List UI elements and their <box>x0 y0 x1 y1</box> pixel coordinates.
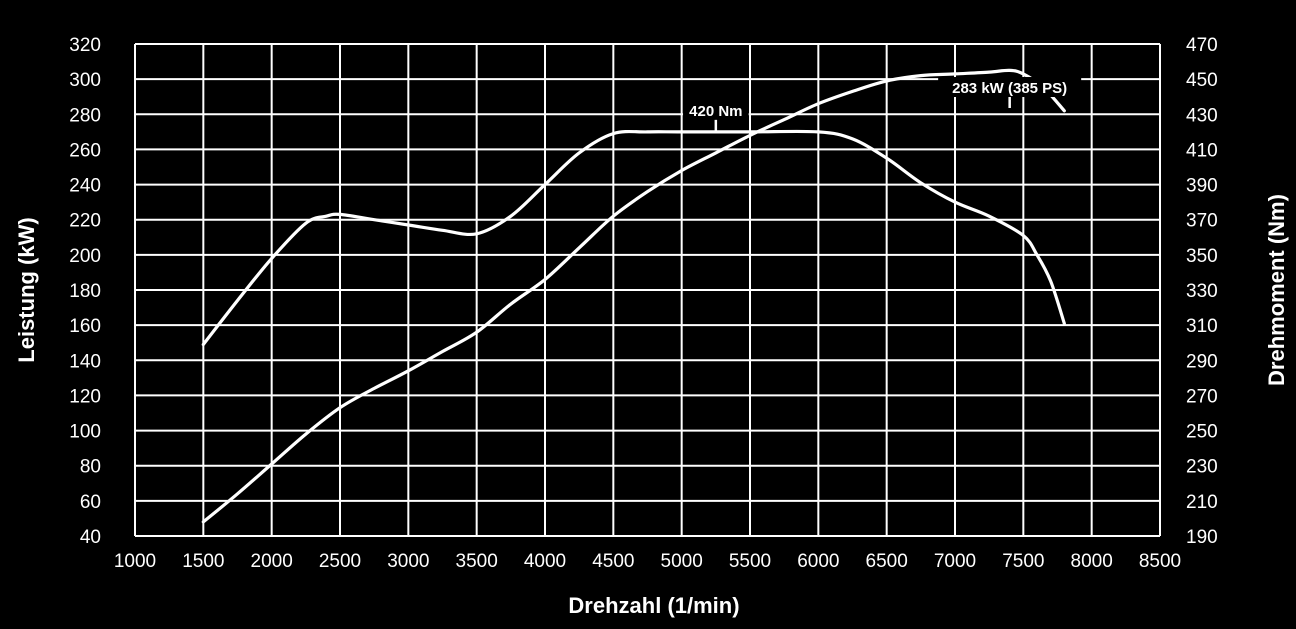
x-tick-label: 1000 <box>114 551 156 572</box>
x-axis-title: Drehzahl (1/min) <box>568 593 739 618</box>
y-axis-right-title: Drehmoment (Nm) <box>1264 194 1289 386</box>
y-left-tick-label: 320 <box>69 35 101 56</box>
y-left-tick-label: 60 <box>80 492 101 513</box>
y-right-tick-label: 310 <box>1186 316 1218 337</box>
x-tick-label: 8000 <box>1071 551 1113 572</box>
y-left-tick-label: 80 <box>80 457 101 478</box>
x-tick-label: 1500 <box>182 551 224 572</box>
x-tick-label: 7000 <box>934 551 976 572</box>
y-right-tick-label: 470 <box>1186 35 1218 56</box>
y-left-tick-label: 240 <box>69 176 101 197</box>
x-tick-label: 2500 <box>319 551 361 572</box>
y-right-tick-label: 210 <box>1186 492 1218 513</box>
y-left-tick-label: 120 <box>69 386 101 407</box>
grid <box>134 43 1161 537</box>
y-left-tick-label: 300 <box>69 70 101 91</box>
y-right-tick-label: 410 <box>1186 140 1218 161</box>
x-tick-label: 5000 <box>661 551 703 572</box>
y-right-tick-label: 250 <box>1186 422 1218 443</box>
y-right-tick-label: 430 <box>1186 105 1218 126</box>
y-axis-right-ticks: 190 210 230 250 270 290 310 330 350 370 390 410 430 4… <box>1186 35 1218 548</box>
x-tick-label: 8500 <box>1139 551 1181 572</box>
x-tick-label: 3000 <box>387 551 429 572</box>
y-right-tick-label: 450 <box>1186 70 1218 91</box>
y-right-tick-label: 190 <box>1186 527 1218 548</box>
y-right-tick-label: 390 <box>1186 176 1218 197</box>
annotation-background <box>683 99 749 120</box>
x-tick-label: 6500 <box>866 551 908 572</box>
y-left-tick-label: 280 <box>69 105 101 126</box>
y-left-tick-label: 140 <box>69 351 101 372</box>
y-right-tick-label: 270 <box>1186 386 1218 407</box>
y-right-tick-label: 330 <box>1186 281 1218 302</box>
y-right-tick-label: 370 <box>1186 211 1218 232</box>
annotation-background <box>938 77 1082 98</box>
x-tick-label: 4500 <box>592 551 634 572</box>
x-axis-ticks: 1000 1500 2000 2500 3000 3500 4000 4500 5000 5500… <box>114 551 1181 572</box>
x-tick-label: 4000 <box>524 551 566 572</box>
y-left-tick-label: 200 <box>69 246 101 267</box>
y-axis-left-title: Leistung (kW) <box>14 217 39 362</box>
y-right-tick-label: 350 <box>1186 246 1218 267</box>
y-right-tick-label: 230 <box>1186 457 1218 478</box>
x-tick-label: 5500 <box>729 551 771 572</box>
y-axis-left-ticks: 40 60 80 100 120 140 160 180 200 220 240 260 280 300 3… <box>69 35 101 548</box>
y-left-tick-label: 220 <box>69 211 101 232</box>
y-left-tick-label: 160 <box>69 316 101 337</box>
x-tick-label: 3500 <box>456 551 498 572</box>
y-left-tick-label: 100 <box>69 422 101 443</box>
annotation-label: 283 kW (385 PS) <box>952 80 1067 97</box>
annotations: 420 Nm 283 kW (385 PS) <box>683 77 1082 131</box>
x-tick-label: 6000 <box>797 551 839 572</box>
y-left-tick-label: 180 <box>69 281 101 302</box>
power-curve <box>201 68 1066 524</box>
y-right-tick-label: 290 <box>1186 351 1218 372</box>
annotation-label: 420 Nm <box>689 103 742 120</box>
x-tick-label: 2000 <box>251 551 293 572</box>
series-group <box>201 68 1066 524</box>
y-left-tick-label: 260 <box>69 140 101 161</box>
x-tick-label: 7500 <box>1002 551 1044 572</box>
y-left-tick-label: 40 <box>80 527 101 548</box>
torque-curve <box>201 129 1066 347</box>
